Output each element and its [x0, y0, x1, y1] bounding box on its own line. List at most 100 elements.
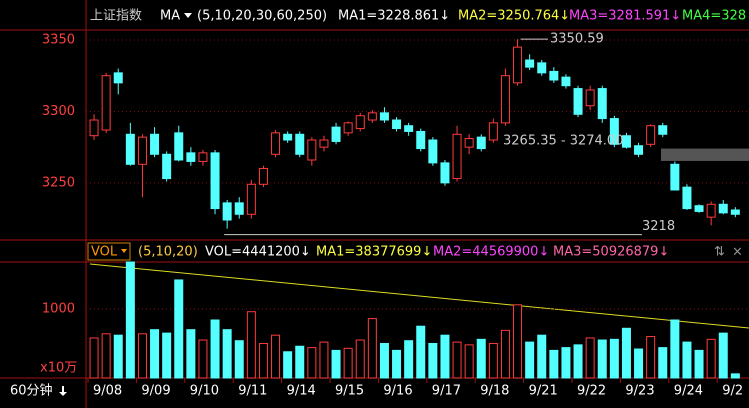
- volume-bar: [150, 329, 160, 379]
- volume-bar: [609, 338, 619, 379]
- period[interactable]: 60分钟: [10, 383, 53, 399]
- dropdown[interactable]: [121, 249, 127, 253]
- candle-body: [525, 59, 535, 68]
- ma4: MA4=328: [682, 9, 746, 24]
- vol-ma1: MA1=38377699↓: [316, 245, 432, 260]
- candle-body: [89, 119, 99, 137]
- candle-body: [573, 88, 583, 115]
- volume-bar: [258, 342, 268, 379]
- candle-body: [706, 203, 716, 218]
- volume-bar: [379, 342, 389, 379]
- x-tick-label: 9/21: [529, 384, 558, 399]
- volume-bar: [331, 349, 341, 379]
- candle-body: [186, 152, 196, 162]
- candle-body: [718, 203, 728, 214]
- volume-bar: [670, 319, 680, 379]
- candle-body: [537, 62, 547, 74]
- vol-indicator[interactable]: VOL: [91, 245, 118, 260]
- candle-body: [343, 122, 353, 134]
- volume-bar: [392, 349, 402, 379]
- volume-bar: [125, 261, 135, 379]
- close-icon[interactable]: ×: [732, 245, 743, 260]
- candle-body: [549, 70, 559, 81]
- params: (5,10,20,30,60,250): [197, 9, 327, 24]
- ma1: MA1=3228.861↓: [338, 9, 450, 24]
- candle-body: [646, 125, 656, 145]
- candle-body: [428, 139, 438, 164]
- volume-bar: [295, 345, 305, 379]
- candle-body: [634, 145, 644, 155]
- candle-body: [682, 186, 692, 210]
- low-label: 3218: [642, 219, 675, 234]
- candle-body: [464, 138, 474, 148]
- volume-bar: [210, 319, 220, 379]
- vol-ma3: MA3=50926879↓: [553, 245, 669, 260]
- candle-body: [307, 139, 317, 161]
- volume-bar: [198, 339, 208, 379]
- candle-body: [561, 76, 571, 87]
- volume-bar: [682, 341, 692, 379]
- candle-body: [198, 152, 208, 162]
- indicator[interactable]: MA: [160, 9, 180, 24]
- candle-body: [174, 132, 184, 161]
- candle-body: [295, 133, 305, 155]
- volume-bar: [162, 332, 172, 379]
- volume-bar: [113, 334, 123, 379]
- volume-bar: [367, 318, 377, 379]
- candle-body: [271, 132, 281, 155]
- volume-bar: [585, 337, 595, 379]
- volume-bar: [730, 373, 740, 379]
- volume-bar: [525, 341, 535, 379]
- x-tick-label: 9/18: [480, 384, 509, 399]
- volume-bar: [500, 329, 510, 379]
- volume-bar: [307, 347, 317, 379]
- candle-body: [210, 152, 220, 210]
- candle-body: [355, 115, 365, 130]
- x-tick-label: 9/17: [432, 384, 461, 399]
- volume-bar: [464, 344, 474, 379]
- x-tick-label: 9/24: [674, 384, 703, 399]
- volume-bar: [404, 340, 414, 379]
- high-label: 3350.59: [550, 32, 604, 47]
- candle-body: [500, 75, 510, 124]
- volume-bar: [597, 339, 607, 379]
- volume-bar: [694, 349, 704, 379]
- volume-bar: [137, 333, 147, 379]
- volume-bar: [186, 329, 196, 379]
- volume-bar: [428, 342, 438, 379]
- volume-bar: [537, 334, 547, 379]
- volume-bar: [718, 332, 728, 379]
- candle-body: [113, 72, 123, 84]
- candle-body: [440, 162, 450, 184]
- dropdown[interactable]: [184, 13, 192, 18]
- volume-bar: [561, 347, 571, 379]
- volume-bar: [101, 333, 111, 379]
- candle-body: [392, 119, 402, 130]
- x-tick-label: 9/16: [383, 384, 412, 399]
- index-name: 上证指数: [90, 9, 142, 24]
- volume-bar: [573, 344, 583, 379]
- volume-bar: [658, 347, 668, 379]
- vol-ma2: MA2=44569900↓: [433, 245, 549, 260]
- candle-body: [670, 163, 680, 191]
- candle-body: [246, 183, 256, 215]
- x-tick-label: 9/22: [577, 384, 606, 399]
- volume-bar: [549, 349, 559, 379]
- candle-body: [513, 46, 523, 84]
- x-tick-label: 9/10: [190, 384, 219, 399]
- volume-bar: [634, 348, 644, 379]
- volume-bar: [283, 351, 293, 379]
- volume-bar: [319, 341, 329, 379]
- y-tick-label: 1000: [42, 301, 75, 316]
- volume-bar: [621, 327, 631, 379]
- candle-body: [101, 75, 111, 131]
- candle-body: [319, 139, 329, 148]
- candle-body: [476, 136, 486, 150]
- swap-icon[interactable]: ⇅: [714, 245, 725, 260]
- period-arrow[interactable]: [59, 386, 67, 396]
- candle-body: [585, 89, 595, 107]
- candle-body: [258, 168, 268, 185]
- x-tick-label: 9/2: [722, 384, 743, 399]
- candle-body: [694, 205, 704, 212]
- vol-box[interactable]: [87, 242, 131, 261]
